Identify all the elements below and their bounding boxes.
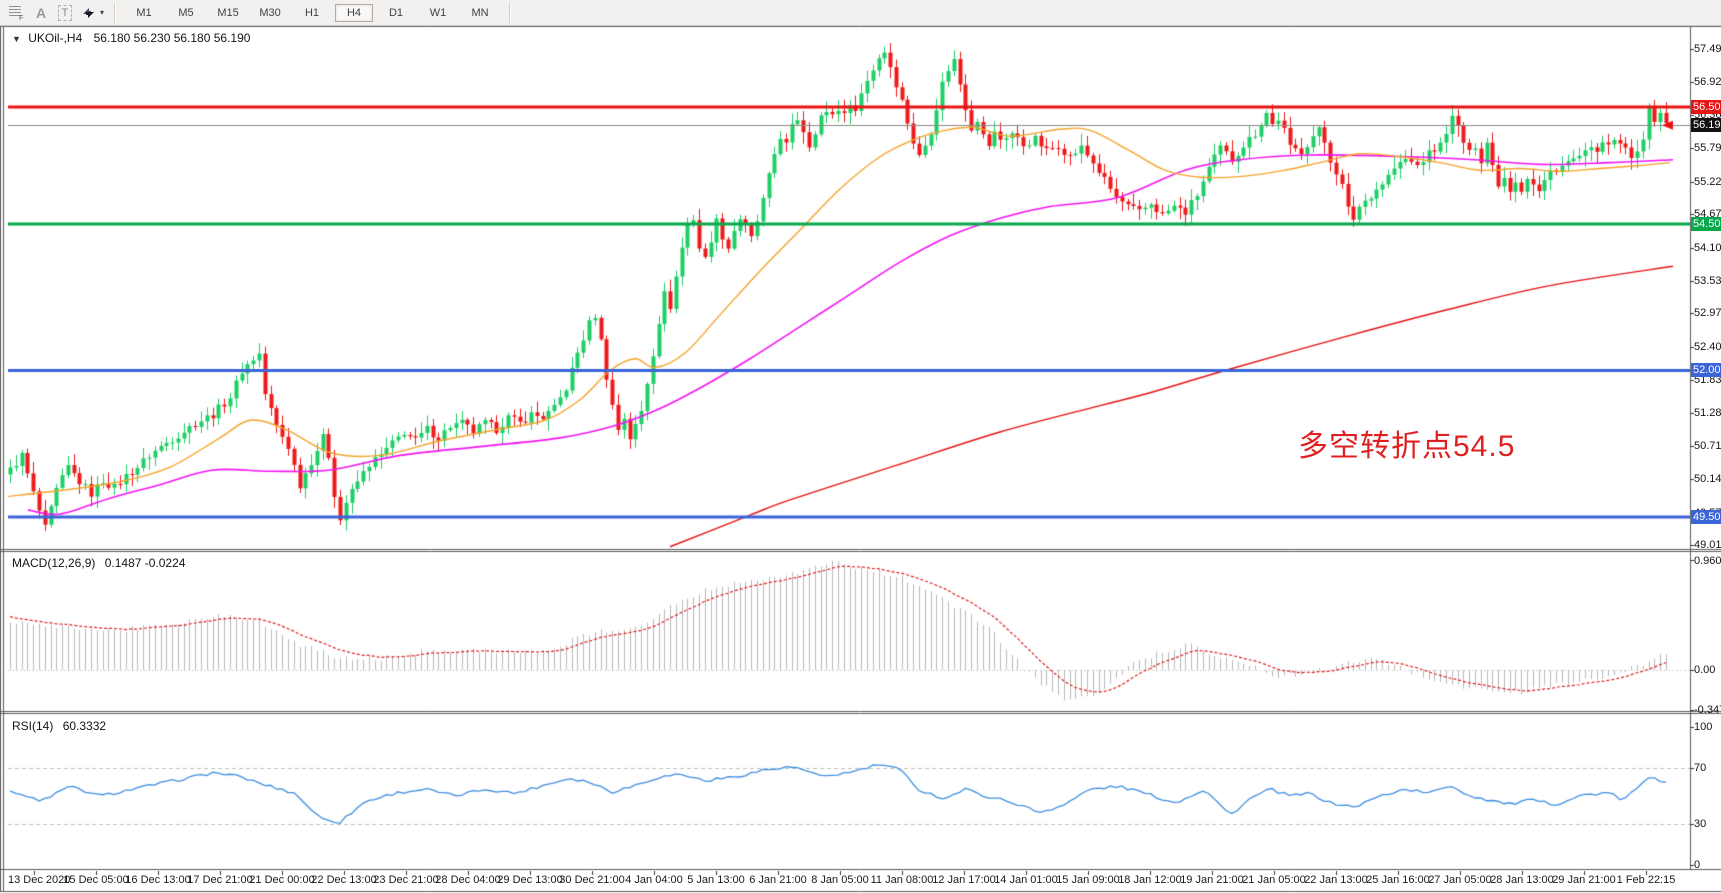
timeframe-button-M30[interactable]: M30 <box>259 6 281 19</box>
time-axis-label: 22 Jan 13:00 <box>1304 874 1368 886</box>
time-axis-label: 21 Jan 05:00 <box>1242 874 1306 886</box>
price-tick-label: 57.490 <box>1694 43 1721 55</box>
price-tick-label: 50.140 <box>1694 473 1721 486</box>
time-axis-label: 16 Dec 13:00 <box>125 874 191 886</box>
level-price-label-49.500: 49.500 <box>1691 509 1721 524</box>
rsi-axis-label: 0 <box>1694 859 1701 871</box>
text-tool-icon[interactable]: T <box>54 3 76 23</box>
timeframe-group: M1 M5 M15 M30 H1 H4 D1 W1 MN <box>123 3 501 22</box>
time-axis-label: 28 Jan 13:00 <box>1490 874 1554 886</box>
collapse-triangle-icon[interactable]: ▼ <box>12 34 21 44</box>
macd-axis-zero: 0.00 <box>1694 664 1716 676</box>
time-axis-label: 14 Jan 01:00 <box>994 874 1058 886</box>
timeframe-button-H1[interactable]: H1 <box>304 6 320 19</box>
symbol-period-label: UKOil-,H4 <box>28 31 83 45</box>
rsi-axis-label: 70 <box>1694 762 1707 775</box>
grid-snap-icon[interactable]: F <box>6 3 28 23</box>
time-axis-label: 25 Jan 16:00 <box>1366 874 1430 886</box>
toolbar-separator <box>114 2 116 23</box>
macd-indicator-label: MACD(12,26,9) 0.1487 -0.0224 <box>12 556 185 570</box>
rsi-axis-label: 100 <box>1694 721 1713 733</box>
time-axis-label: 27 Jan 05:00 <box>1428 874 1492 886</box>
price-tick-label: 55.225 <box>1694 175 1721 188</box>
time-axis-label: 13 Dec 2020 <box>8 874 71 886</box>
timeframe-button-M15[interactable]: M15 <box>217 6 239 19</box>
level-price-label-52.000: 52.000 <box>1691 363 1721 378</box>
timeframe-button-M1[interactable]: M1 <box>136 6 152 19</box>
svg-text:F: F <box>19 15 23 20</box>
time-axis-label: 18 Jan 12:00 <box>1118 874 1182 886</box>
time-axis-label: 23 Dec 21:00 <box>373 874 439 886</box>
swap-arrows-icon[interactable] <box>78 3 100 23</box>
timeframe-button-M5[interactable]: M5 <box>178 6 194 19</box>
chart-title: ▼ UKOil-,H4 56.180 56.230 56.180 56.190 <box>12 31 250 45</box>
time-axis-label: 1 Feb 22:15 <box>1616 874 1676 886</box>
time-axis-label: 5 Jan 13:00 <box>687 874 745 886</box>
time-axis-label: 17 Dec 21:00 <box>187 874 253 886</box>
price-tick-label: 51.280 <box>1694 406 1721 419</box>
time-axis-label: 4 Jan 04:00 <box>625 874 683 886</box>
price-tick-label: 53.530 <box>1694 274 1721 287</box>
rsi-indicator-label: RSI(14) 60.3332 <box>12 719 106 733</box>
rsi-axis-label: 30 <box>1694 817 1707 830</box>
price-tick-label: 55.795 <box>1694 142 1721 155</box>
time-axis-label: 11 Jan 08:00 <box>870 874 934 886</box>
pivot-annotation-text: 多空转折点54.5 <box>1298 430 1516 463</box>
time-axis-label: 8 Jan 05:00 <box>811 874 869 886</box>
time-axis-label: 28 Dec 04:00 <box>435 874 501 886</box>
rsi-name: RSI(14) <box>12 719 54 733</box>
price-tick-label: 52.975 <box>1694 307 1721 320</box>
time-axis-label: 30 Dec 21:00 <box>559 874 625 886</box>
current-price-label: 56.190 <box>1691 118 1721 133</box>
timeframe-button-H4[interactable]: H4 <box>335 3 374 22</box>
timeframe-button-D1[interactable]: D1 <box>388 6 404 19</box>
time-axis-label: 6 Jan 21:00 <box>749 874 807 886</box>
time-axis-label: 15 Dec 05:00 <box>63 874 129 886</box>
price-tick-label: 54.100 <box>1694 241 1721 254</box>
macd-axis-top: 0.9604 <box>1694 554 1721 567</box>
level-price-label-54.500: 54.500 <box>1691 217 1721 232</box>
price-tick-label: 49.015 <box>1694 539 1721 552</box>
text-tool-glyph: T <box>57 4 73 21</box>
time-axis-label: 12 Jan 17:00 <box>932 874 996 886</box>
time-axis-label: 21 Dec 00:00 <box>249 874 315 886</box>
macd-axis-bottom: -0.3474 <box>1694 703 1721 716</box>
ohlc-values: 56.180 56.230 56.180 56.190 <box>93 31 251 45</box>
macd-values: 0.1487 -0.0224 <box>104 556 186 570</box>
time-axis-label: 15 Jan 09:00 <box>1056 874 1120 886</box>
toolbar: F A T ▾ M1 M5 M15 M30 H1 H4 D1 W1 MN <box>0 0 1721 26</box>
time-axis-label: 29 Jan 21:00 <box>1552 874 1616 886</box>
time-axis-label: 29 Dec 13:00 <box>497 874 563 886</box>
price-tick-label: 50.710 <box>1694 440 1721 453</box>
dropdown-caret-icon[interactable]: ▾ <box>100 8 105 17</box>
time-axis-label: 19 Jan 21:00 <box>1180 874 1244 886</box>
rsi-value: 60.3332 <box>62 719 107 733</box>
macd-name: MACD(12,26,9) <box>12 556 96 570</box>
price-tick-label: 52.405 <box>1694 340 1721 353</box>
time-axis-label: 22 Dec 13:00 <box>311 874 377 886</box>
toolbar-separator <box>509 2 511 23</box>
level-price-label-56.500: 56.500 <box>1691 99 1721 114</box>
font-tool-icon[interactable]: A <box>35 4 47 21</box>
timeframe-button-W1[interactable]: W1 <box>429 6 447 19</box>
timeframe-button-MN[interactable]: MN <box>471 6 489 19</box>
price-tick-label: 56.920 <box>1694 76 1721 89</box>
